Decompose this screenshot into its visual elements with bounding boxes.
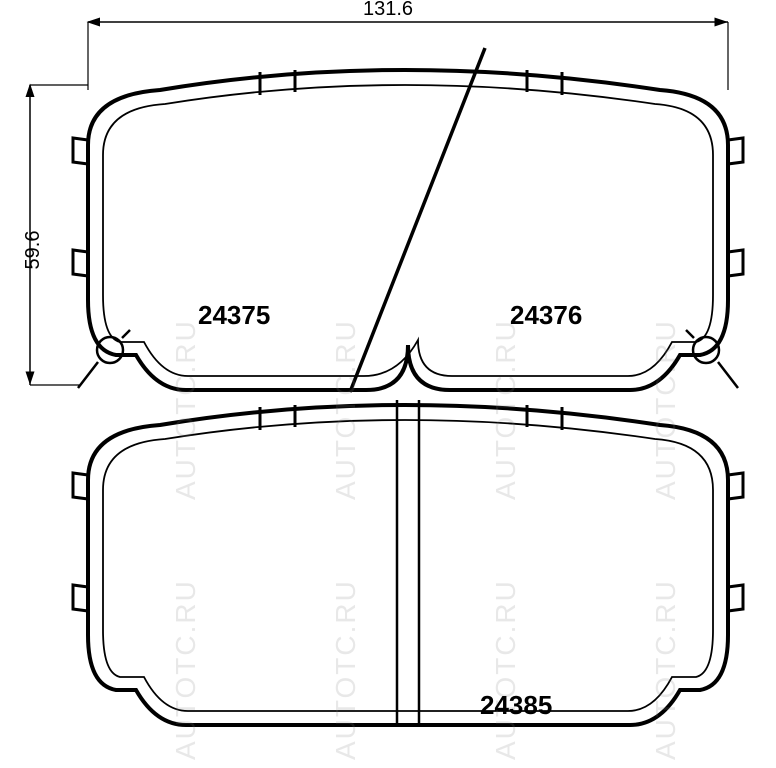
width-dimension xyxy=(88,22,728,90)
part-label-bottom: 24385 xyxy=(480,690,552,721)
width-label: 131.6 xyxy=(363,0,413,21)
height-label: 59.6 xyxy=(22,231,45,270)
watermark: AUTOTC.RU xyxy=(650,579,682,760)
watermark: AUTOTC.RU xyxy=(330,319,362,500)
watermark: AUTOTC.RU xyxy=(330,579,362,760)
drawing-canvas: AUTOTC.RU AUTOTC.RU AUTOTC.RU AUTOTC.RU … xyxy=(0,0,776,768)
watermark: AUTOTC.RU xyxy=(490,579,522,760)
part-label-top-right: 24376 xyxy=(510,300,582,331)
watermark: AUTOTC.RU xyxy=(490,319,522,500)
watermark: AUTOTC.RU xyxy=(170,319,202,500)
watermark: AUTOTC.RU xyxy=(650,319,682,500)
part-label-top-left: 24375 xyxy=(198,300,270,331)
watermark: AUTOTC.RU xyxy=(170,579,202,760)
